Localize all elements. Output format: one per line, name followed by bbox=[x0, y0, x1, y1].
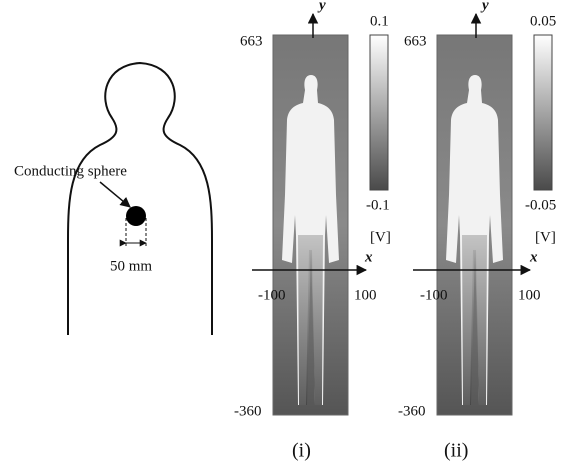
y-axis-label: y bbox=[317, 0, 326, 13]
diameter-label: 50 mm bbox=[110, 258, 152, 274]
unit-label: [V] bbox=[370, 229, 391, 245]
pointer-arrow bbox=[99, 181, 131, 208]
colorbar-min: -0.05 bbox=[525, 197, 556, 213]
x-axis-label: x bbox=[529, 249, 538, 265]
caption: (i) bbox=[292, 440, 311, 462]
colorbar bbox=[369, 34, 389, 191]
scan-image bbox=[272, 34, 349, 416]
x-axis-label: x bbox=[364, 249, 373, 265]
y-axis-label: y bbox=[480, 0, 489, 13]
x-left-label: -100 bbox=[258, 287, 286, 303]
sphere-label: Conducting sphere bbox=[14, 163, 127, 179]
x-right-label: 100 bbox=[354, 287, 377, 303]
colorbar-max: 0.05 bbox=[530, 13, 556, 29]
y-top-label: 663 bbox=[240, 33, 263, 49]
y-bottom-label: -360 bbox=[234, 403, 262, 419]
colorbar-min: -0.1 bbox=[366, 197, 390, 213]
sphere bbox=[126, 206, 146, 226]
scan-image bbox=[436, 34, 513, 416]
colorbar-max: 0.1 bbox=[370, 13, 389, 29]
y-top-label: 663 bbox=[404, 33, 427, 49]
body-outline bbox=[67, 61, 213, 335]
x-right-label: 100 bbox=[518, 287, 541, 303]
unit-label: [V] bbox=[535, 229, 556, 245]
y-bottom-label: -360 bbox=[398, 403, 426, 419]
x-left-label: -100 bbox=[420, 287, 448, 303]
colorbar bbox=[533, 34, 553, 191]
caption: (ii) bbox=[444, 440, 468, 462]
